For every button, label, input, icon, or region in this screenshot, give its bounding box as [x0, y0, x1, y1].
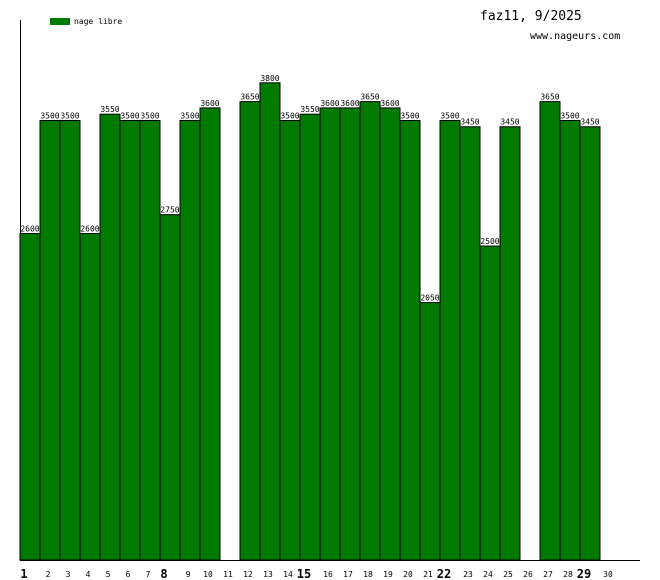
- value-label-day-24: 2500: [480, 237, 499, 246]
- bar-day-17: [339, 107, 361, 561]
- x-tick-label-25: 25: [503, 570, 513, 579]
- x-tick-label-28: 28: [563, 570, 573, 579]
- bar-day-3: [59, 119, 81, 561]
- value-label-day-4: 2600: [80, 224, 99, 233]
- value-label-day-14: 3500: [280, 111, 299, 120]
- x-tick-label-4: 4: [86, 570, 91, 579]
- value-label-day-29: 3450: [580, 118, 599, 127]
- legend: nage libre: [50, 17, 122, 26]
- bar-day-4: [79, 232, 101, 561]
- x-tick-label-19: 19: [383, 570, 393, 579]
- chart-title: faz11, 9/2025: [480, 9, 582, 24]
- bar-day-1: [19, 232, 41, 561]
- bars-group: [19, 82, 601, 561]
- x-tick-label-26: 26: [523, 570, 533, 579]
- x-tick-label-12: 12: [243, 570, 253, 579]
- bar-day-14: [279, 119, 301, 561]
- value-label-day-9: 3500: [180, 111, 199, 120]
- x-tick-label-14: 14: [283, 570, 293, 579]
- x-tick-labels-group: 1 2 3 4 5 6 7 8 9 10 11 12 13 14 15 16 17 18 19 20 21 22 23 24 2…: [20, 567, 613, 580]
- bar-day-20: [399, 119, 421, 561]
- x-tick-label-30: 30: [603, 570, 613, 579]
- x-tick-label-22: 22: [437, 567, 451, 580]
- bar-day-13: [259, 82, 281, 561]
- bar-day-5: [99, 113, 121, 561]
- x-tick-label-27: 27: [543, 570, 553, 579]
- x-tick-label-1: 1: [20, 567, 27, 580]
- value-label-day-21: 2050: [420, 294, 439, 303]
- value-label-day-3: 3500: [60, 111, 79, 120]
- bar-day-7: [139, 119, 161, 561]
- value-label-day-2: 3500: [40, 111, 59, 120]
- bar-day-23: [459, 126, 481, 561]
- bar-day-15: [299, 113, 321, 561]
- bar-day-12: [239, 101, 261, 561]
- value-label-day-5: 3550: [100, 105, 119, 114]
- bar-day-24: [479, 245, 501, 561]
- x-tick-label-7: 7: [146, 570, 151, 579]
- value-label-day-12: 3650: [240, 93, 259, 102]
- x-tick-label-29: 29: [577, 567, 591, 580]
- bar-day-8: [159, 214, 181, 561]
- bar-day-28: [559, 119, 581, 561]
- value-label-day-8: 2750: [160, 206, 179, 215]
- bar-day-18: [359, 101, 381, 561]
- legend-label: nage libre: [74, 17, 123, 26]
- value-label-day-25: 3450: [500, 118, 519, 127]
- value-label-day-28: 3500: [560, 111, 579, 120]
- x-tick-label-24: 24: [483, 570, 493, 579]
- value-label-day-7: 3500: [140, 111, 159, 120]
- value-label-day-18: 3650: [360, 93, 379, 102]
- bar-day-9: [179, 119, 201, 561]
- value-label-day-20: 3500: [400, 111, 419, 120]
- x-tick-label-6: 6: [126, 570, 131, 579]
- x-tick-label-3: 3: [66, 570, 71, 579]
- value-label-day-13: 3800: [260, 74, 279, 83]
- bar-day-10: [199, 107, 221, 561]
- bar-day-16: [319, 107, 341, 561]
- x-tick-label-8: 8: [160, 567, 167, 580]
- bar-day-19: [379, 107, 401, 561]
- x-tick-label-16: 16: [323, 570, 333, 579]
- x-tick-label-11: 11: [223, 570, 233, 579]
- bar-day-29: [579, 126, 601, 561]
- bar-day-25: [499, 126, 521, 561]
- bar-day-6: [119, 119, 141, 561]
- value-label-day-23: 3450: [460, 118, 479, 127]
- x-tick-label-18: 18: [363, 570, 373, 579]
- value-label-day-1: 2600: [20, 224, 39, 233]
- x-tick-label-10: 10: [203, 570, 213, 579]
- value-label-day-27: 3650: [540, 93, 559, 102]
- value-label-day-10: 3600: [200, 99, 219, 108]
- value-label-day-6: 3500: [120, 111, 139, 120]
- x-tick-label-23: 23: [463, 570, 473, 579]
- legend-swatch: [50, 18, 70, 25]
- bar-day-27: [539, 101, 561, 561]
- x-tick-label-2: 2: [46, 570, 51, 579]
- value-label-day-19: 3600: [380, 99, 399, 108]
- bar-day-21: [419, 302, 441, 561]
- x-tick-label-21: 21: [423, 570, 433, 579]
- x-tick-label-17: 17: [343, 570, 353, 579]
- value-label-day-22: 3500: [440, 111, 459, 120]
- x-tick-label-9: 9: [186, 570, 191, 579]
- value-label-day-15: 3550: [300, 105, 319, 114]
- site-url: www.nageurs.com: [530, 31, 621, 42]
- bar-day-2: [39, 119, 61, 561]
- x-tick-label-5: 5: [106, 570, 111, 579]
- x-tick-label-13: 13: [263, 570, 273, 579]
- bar-day-22: [439, 119, 461, 561]
- x-tick-label-15: 15: [297, 567, 311, 580]
- value-label-day-17: 3600: [340, 99, 359, 108]
- x-tick-label-20: 20: [403, 570, 413, 579]
- value-label-day-16: 3600: [320, 99, 339, 108]
